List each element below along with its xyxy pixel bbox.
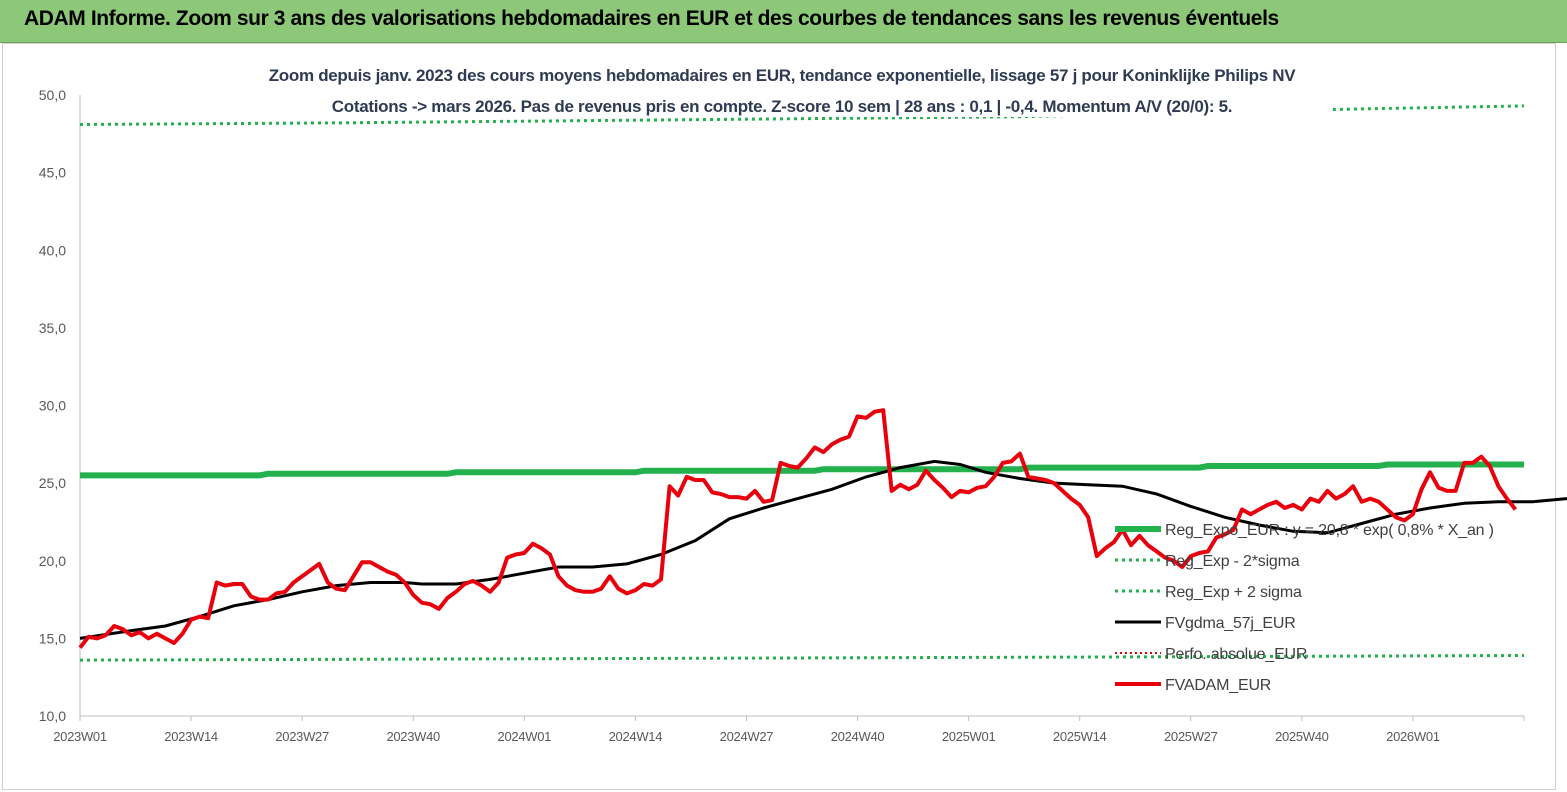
series-line-reg-0 [80,461,1524,479]
chart-title: Zoom depuis janv. 2023 des cours moyens … [232,66,1332,86]
legend-label: Reg_Exp + 2 sigma [1165,584,1302,601]
x-tick-label: 2023W14 [164,729,218,744]
y-tick-label: 20,0 [39,553,66,569]
x-tick-label: 2023W40 [386,729,440,744]
y-tick-label: 30,0 [39,398,66,414]
chart-panel [2,43,1556,790]
x-tick-label: 2026W01 [1386,729,1440,744]
series-line-band-1 [79,654,1525,662]
y-tick-label: 15,0 [39,630,66,646]
x-tick-label: 2025W01 [942,729,996,744]
y-tick-label: 50,0 [39,87,66,103]
x-tick-label: 2023W01 [53,729,107,744]
x-tick-label: 2024W14 [609,729,663,744]
x-tick-label: 2023W27 [275,729,329,744]
legend-label: Perfo. absolue_EUR [1165,646,1307,663]
series-line-smooth-3 [79,459,1567,640]
y-tick-label: 25,0 [39,475,66,491]
y-tick-label: 40,0 [39,242,66,258]
x-tick-label: 2025W14 [1053,729,1107,744]
legend-label: FVADAM_EUR [1165,677,1271,694]
report-title: ADAM Informe. Zoom sur 3 ans des valoris… [24,7,1279,30]
x-tick-label: 2024W01 [498,729,552,744]
y-tick-label: 10,0 [39,708,66,724]
legend-label: Reg_Exp - 2*sigma [1165,553,1300,570]
legend-label: Reg_Expo_EUR : y = 20,8 * exp( 0,8% * X_… [1165,522,1494,539]
y-tick-label: 35,0 [39,320,66,336]
legend-label: FVgdma_57j_EUR [1165,615,1296,632]
x-tick-label: 2025W40 [1275,729,1329,744]
report-header: ADAM Informe. Zoom sur 3 ans des valoris… [0,0,1567,43]
x-tick-label: 2025W27 [1164,729,1218,744]
chart-subtitle: Cotations -> mars 2026. Pas de revenus p… [232,97,1332,117]
y-tick-label: 45,0 [39,165,66,181]
x-tick-label: 2024W27 [720,729,774,744]
series-line-price-5 [78,408,1518,649]
x-tick-label: 2024W40 [831,729,885,744]
